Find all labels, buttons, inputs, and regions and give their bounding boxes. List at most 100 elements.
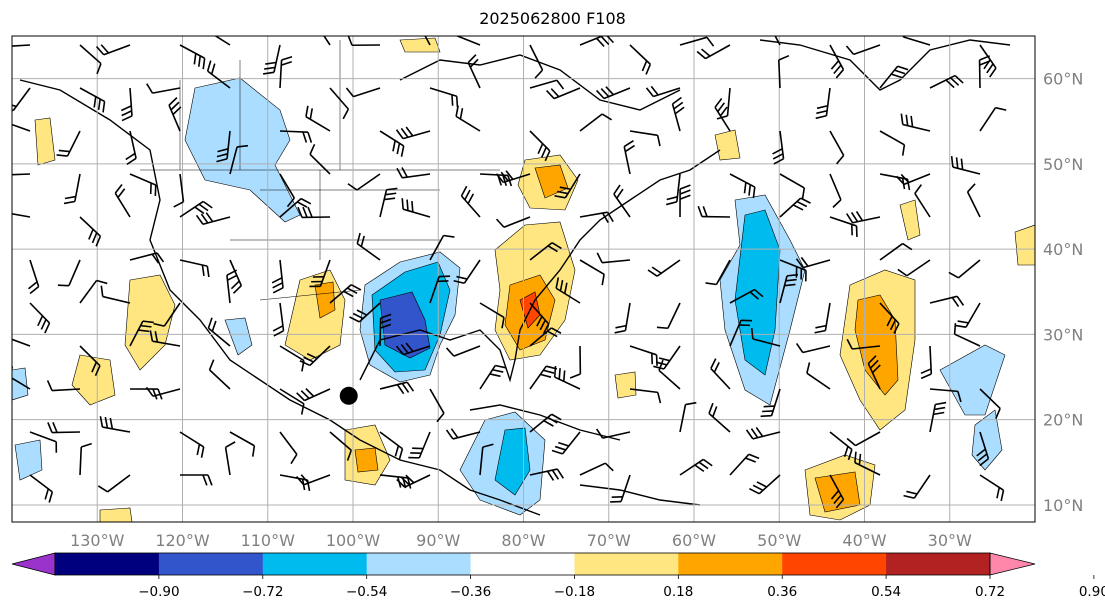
map-title: 2025062800 F108 [479,9,626,28]
wind-barb [379,381,415,395]
wind-barb [29,302,51,334]
wind-barb [829,474,845,509]
wind-barb [749,474,781,495]
wind-barb [329,87,350,120]
wind-barb [696,44,731,60]
longitude-label: 110°W [241,531,296,550]
wind-barb [774,36,781,46]
wind-barb [779,173,806,199]
wind-barb [495,170,531,184]
wind-barb [29,474,54,503]
wind-barb [966,183,981,218]
wind-barb [551,431,581,455]
wind-barb [63,173,81,205]
colorbar-segment [782,553,887,575]
wind-barb [629,388,662,404]
wind-barb [309,259,331,288]
latitude-labels: 60°N 50°N 40°N 30°N 20°N 10°N [1043,70,1083,515]
wind-barb [779,259,807,282]
wind-barb [745,426,781,440]
wind-barb [554,173,581,199]
positive-anomaly-region [71,354,116,406]
wind-barb [279,55,293,89]
latitude-label: 10°N [1043,496,1083,515]
wind-barb [347,36,381,47]
negative-anomaly-region [14,439,43,481]
wind-barb [95,44,131,56]
wind-barb [195,212,231,226]
wind-barb [679,36,715,47]
wind-barb [954,302,981,329]
wind-barb [379,431,404,460]
wind-barb [129,173,157,196]
wind-barb [705,259,731,286]
wind-barb [929,401,947,433]
wind-barb [529,413,562,433]
negative-anomaly-region [224,317,253,356]
negative-anomaly-region [379,291,431,359]
wind-barb [207,317,231,347]
wind-barb [329,431,353,461]
negative-anomaly-region [12,367,29,401]
wind-barb [179,44,206,70]
latitude-label: 40°N [1043,240,1083,259]
wind-barb [697,205,731,218]
colorbar-label: −0.36 [450,584,491,600]
wind-barb [829,431,853,461]
colorbar: −0.90 −0.72 −0.54 −0.36 −0.18 0.18 0.36 0.54 0.7… [11,552,1105,600]
wind-barb [529,468,565,481]
wind-barb [671,96,685,132]
wind-barb [295,474,331,486]
colorbar-label: 0.54 [871,584,901,600]
colorbar-segment [366,553,472,575]
wind-barb [920,345,933,380]
wind-barb [529,130,551,162]
wind-barb [479,364,507,390]
wind-barb [900,113,931,132]
wind-barb [208,359,231,390]
wind-barb [379,187,398,218]
latitude-label: 20°N [1043,411,1083,430]
wind-barb [408,431,431,459]
positive-anomaly-region [614,371,637,399]
wind-barb [854,451,881,476]
wind-barb [279,388,305,415]
wind-barb [453,259,481,285]
wind-barb [12,44,31,47]
wind-barb [553,366,581,390]
wind-barb [595,428,631,439]
wind-barb [645,85,681,98]
wind-barb [629,130,661,147]
wind-barb [529,242,562,261]
wind-barb [750,327,781,347]
wind-barb [47,421,81,434]
wind-barb [879,130,906,156]
wind-barb [846,431,881,447]
longitude-label: 120°W [155,531,210,550]
colorbar-label: 0.36 [767,584,797,600]
colorbar-label: 0.72 [975,584,1005,600]
wind-barb [679,458,713,476]
wind-barb [12,173,31,176]
wind-barb [429,388,445,423]
wind-barb [579,36,615,47]
wind-barb [379,130,405,157]
wind-barb [679,184,691,218]
wind-barb [229,144,249,175]
wind-barb [57,259,81,287]
wind-barb [779,273,799,304]
wind-barb [710,358,731,390]
wind-barb [529,327,562,347]
wind-barb [396,167,431,179]
wind-barb [305,105,331,132]
wind-barb [845,211,881,224]
wind-barb [829,44,845,79]
latitude-label: 30°N [1043,325,1083,344]
wind-barb [845,44,881,56]
wind-barb [729,453,760,476]
wind-barb [569,345,582,379]
wind-barb [903,474,931,499]
wind-barb [149,330,181,347]
wind-barb [56,130,81,157]
